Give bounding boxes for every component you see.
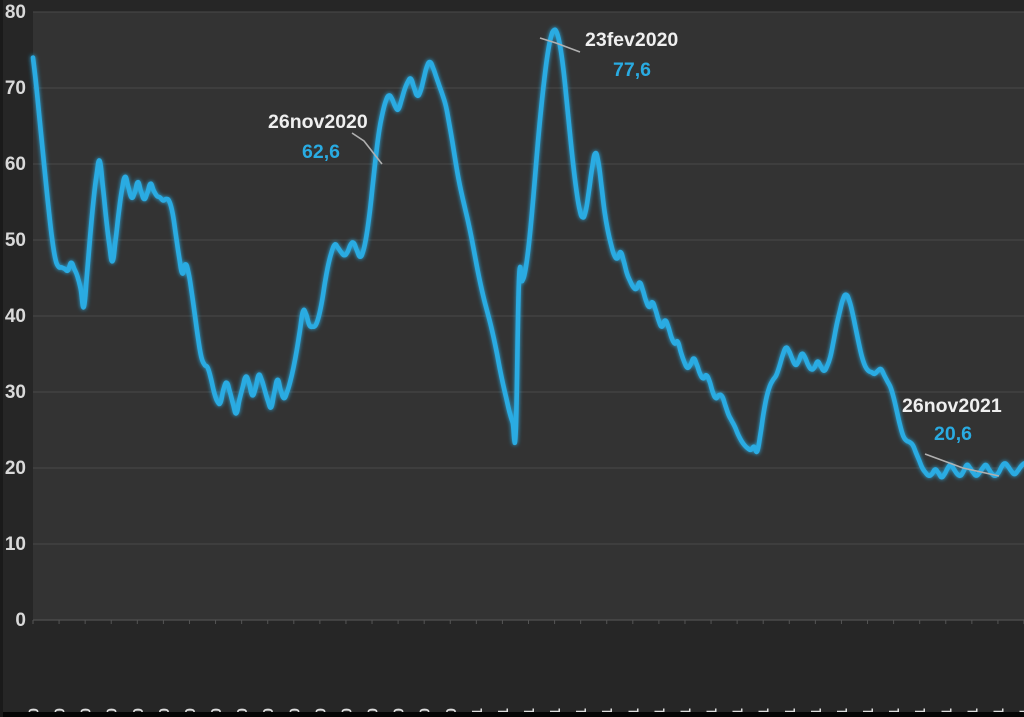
x-axis-tick-labels: 01/05/202016/05/202031/05/202015/06/2020… <box>27 620 1024 717</box>
annotation-label: 23fev2020 <box>585 29 678 51</box>
annotation-value: 20,6 <box>934 423 972 445</box>
y-axis-tick-label: 40 <box>5 306 26 327</box>
y-axis-tick-label: 80 <box>5 2 26 23</box>
y-axis-tick-label: 60 <box>5 154 26 175</box>
annotation-label: 26nov2021 <box>902 395 1002 417</box>
y-axis-tick-label: 0 <box>15 610 26 631</box>
y-axis-tick-label: 50 <box>5 230 26 251</box>
annotation-label: 26nov2020 <box>268 111 368 133</box>
data-series <box>30 27 1024 480</box>
series-line <box>30 27 1024 480</box>
annotation-value: 62,6 <box>302 141 340 163</box>
left-border <box>0 0 3 717</box>
y-axis-tick-label: 30 <box>5 382 26 403</box>
y-axis-tick-label: 70 <box>5 78 26 99</box>
annotations: 26nov2020 62,6 23fev2020 77,6 26nov2021 20,6 <box>268 29 1002 477</box>
y-axis-tick-label: 20 <box>5 458 26 479</box>
annotation-leader-line <box>924 453 1000 477</box>
bottom-border <box>0 712 1024 717</box>
y-axis-tick-label: 10 <box>5 534 26 555</box>
annotation-leader-line <box>539 37 581 53</box>
annotation-leader-line <box>351 132 383 165</box>
annotation-value: 77,6 <box>613 59 651 81</box>
y-axis-tick-labels: 0 10 20 30 40 50 60 70 80 <box>5 2 26 631</box>
